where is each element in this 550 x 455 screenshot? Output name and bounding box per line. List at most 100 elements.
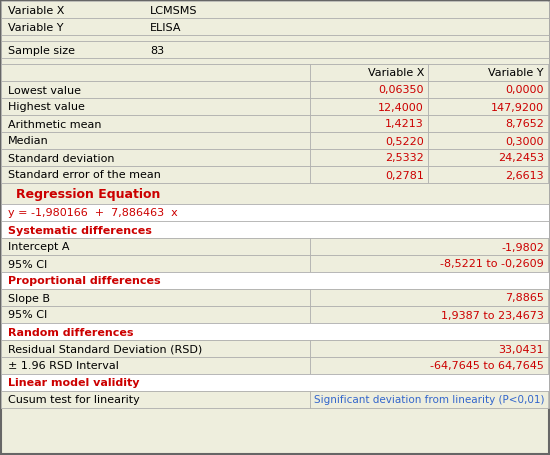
Text: Highest value: Highest value <box>8 102 85 112</box>
Bar <box>428 65 548 82</box>
Text: 95% CI: 95% CI <box>8 259 47 269</box>
Bar <box>1 65 549 82</box>
Text: 2,5332: 2,5332 <box>385 153 424 163</box>
Bar <box>428 82 548 99</box>
Text: 95% CI: 95% CI <box>8 310 47 320</box>
Text: 83: 83 <box>150 46 164 56</box>
Text: Random differences: Random differences <box>8 327 134 337</box>
Text: 1,4213: 1,4213 <box>385 119 424 129</box>
Bar <box>1 2 549 19</box>
Bar <box>310 391 548 408</box>
Bar <box>1 391 549 408</box>
Text: -8,5221 to -0,2609: -8,5221 to -0,2609 <box>440 259 544 269</box>
Bar <box>1 99 549 116</box>
Text: Variable X: Variable X <box>8 5 64 15</box>
Text: 0,0000: 0,0000 <box>505 86 544 95</box>
Bar <box>1 65 310 82</box>
Bar <box>1 167 310 184</box>
Text: 0,2781: 0,2781 <box>385 170 424 180</box>
Text: Lowest value: Lowest value <box>8 86 81 95</box>
Text: y = -1,980166  +  7,886463  x: y = -1,980166 + 7,886463 x <box>8 208 178 218</box>
Bar <box>310 150 428 167</box>
Bar <box>1 133 310 150</box>
Bar <box>1 273 549 289</box>
Text: Variable Y: Variable Y <box>8 22 63 32</box>
Text: 1,9387 to 23,4673: 1,9387 to 23,4673 <box>441 310 544 320</box>
Bar <box>310 289 548 306</box>
Bar <box>1 167 549 184</box>
Bar <box>1 357 549 374</box>
Text: Median: Median <box>8 136 49 146</box>
Bar <box>310 255 548 273</box>
Bar <box>1 184 549 205</box>
Bar <box>1 42 549 59</box>
Bar <box>1 340 549 357</box>
Bar <box>1 99 310 116</box>
Text: Residual Standard Deviation (RSD): Residual Standard Deviation (RSD) <box>8 344 202 354</box>
Bar <box>310 306 548 324</box>
Text: Arithmetic mean: Arithmetic mean <box>8 119 102 129</box>
Bar <box>1 150 549 167</box>
Bar <box>1 82 310 99</box>
Text: LCMSMS: LCMSMS <box>150 5 197 15</box>
Text: Sample size: Sample size <box>8 46 75 56</box>
Text: 8,7652: 8,7652 <box>505 119 544 129</box>
Bar <box>428 116 548 133</box>
Text: 7,8865: 7,8865 <box>505 293 544 303</box>
Bar <box>1 59 549 65</box>
Bar <box>310 238 548 255</box>
Text: Intercept A: Intercept A <box>8 242 69 252</box>
Bar <box>1 391 310 408</box>
Bar <box>1 340 310 357</box>
Bar <box>428 150 548 167</box>
Bar <box>310 82 428 99</box>
Text: 33,0431: 33,0431 <box>498 344 544 354</box>
Bar <box>310 133 428 150</box>
Bar <box>1 36 549 42</box>
Bar <box>1 357 310 374</box>
Text: Systematic differences: Systematic differences <box>8 225 152 235</box>
Text: Significant deviation from linearity (P<0,01): Significant deviation from linearity (P<… <box>314 394 544 404</box>
Bar <box>428 167 548 184</box>
Text: 0,5220: 0,5220 <box>385 136 424 146</box>
Text: 0,06350: 0,06350 <box>378 86 424 95</box>
Bar <box>1 306 310 324</box>
Bar <box>310 167 428 184</box>
Text: Slope B: Slope B <box>8 293 50 303</box>
Bar <box>1 150 310 167</box>
Text: 2,6613: 2,6613 <box>505 170 544 180</box>
Bar <box>1 116 310 133</box>
Bar <box>1 324 549 340</box>
Bar <box>1 82 549 99</box>
Bar <box>1 238 310 255</box>
Text: Variable Y: Variable Y <box>488 68 544 78</box>
Text: Linear model validity: Linear model validity <box>8 378 140 388</box>
Bar <box>310 340 548 357</box>
Bar <box>1 306 549 324</box>
Bar <box>1 289 310 306</box>
Text: Regression Equation: Regression Equation <box>16 187 161 201</box>
Bar <box>1 238 549 255</box>
Text: -64,7645 to 64,7645: -64,7645 to 64,7645 <box>430 361 544 371</box>
Bar <box>1 19 549 36</box>
Bar <box>1 374 549 391</box>
Bar <box>310 116 428 133</box>
Text: 147,9200: 147,9200 <box>491 102 544 112</box>
Text: Standard error of the mean: Standard error of the mean <box>8 170 161 180</box>
Text: Cusum test for linearity: Cusum test for linearity <box>8 394 140 404</box>
Text: -1,9802: -1,9802 <box>501 242 544 252</box>
Bar <box>1 289 549 306</box>
Text: 0,3000: 0,3000 <box>505 136 544 146</box>
Bar <box>1 133 549 150</box>
Bar <box>310 99 428 116</box>
Bar <box>310 65 428 82</box>
Text: Standard deviation: Standard deviation <box>8 153 114 163</box>
Bar <box>1 255 310 273</box>
Bar <box>1 255 549 273</box>
Text: Variable X: Variable X <box>367 68 424 78</box>
Bar <box>1 116 549 133</box>
Text: 24,2453: 24,2453 <box>498 153 544 163</box>
Bar <box>428 99 548 116</box>
Text: Proportional differences: Proportional differences <box>8 276 161 286</box>
Bar <box>1 205 549 222</box>
